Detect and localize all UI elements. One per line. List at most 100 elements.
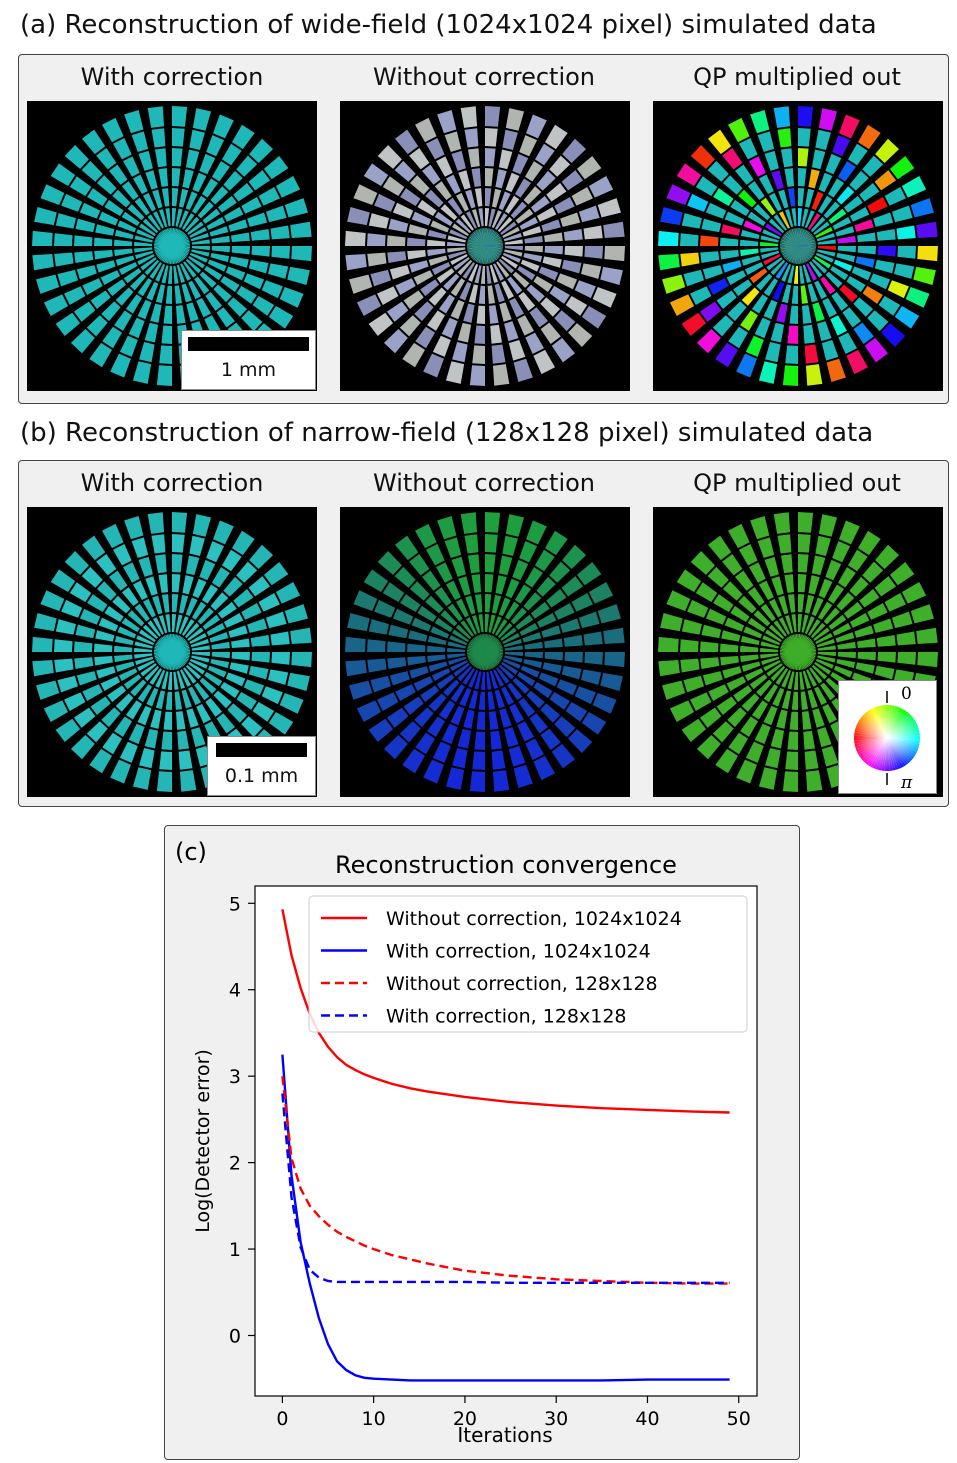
star-segment <box>798 554 809 573</box>
star-segment <box>441 317 458 339</box>
star-segment <box>798 188 805 207</box>
star-segment <box>798 512 814 533</box>
star-segment <box>427 635 447 646</box>
star-segment <box>495 575 507 595</box>
star-segment <box>151 128 166 148</box>
star-segment <box>764 150 779 171</box>
star-segment <box>811 664 828 680</box>
star-segment <box>761 656 780 665</box>
star-segment <box>32 636 53 652</box>
star-segment <box>54 252 74 267</box>
star-segment <box>403 290 424 309</box>
star-segment <box>740 635 760 646</box>
star-spoke <box>171 649 190 653</box>
star-segment <box>768 624 785 640</box>
star-segment <box>535 143 555 166</box>
star-segment <box>536 207 557 222</box>
star-segment <box>517 672 536 687</box>
star-segment <box>493 263 504 281</box>
star-segment <box>524 235 543 244</box>
star-segment <box>838 567 856 588</box>
star-segment <box>562 544 587 569</box>
star-segment <box>453 257 470 271</box>
star-segment <box>490 730 503 750</box>
star-segment <box>867 310 889 332</box>
star-segment <box>813 627 830 641</box>
legend-box <box>308 895 748 1033</box>
star-segment <box>114 654 133 663</box>
star-segment <box>563 634 583 647</box>
star-segment <box>765 748 781 769</box>
star-segment <box>191 645 210 651</box>
star-segment <box>271 246 290 259</box>
star-segment <box>749 674 768 690</box>
star-segment <box>811 597 824 617</box>
star-segment <box>744 668 764 681</box>
star-segment <box>407 655 426 666</box>
star-segment <box>526 114 547 139</box>
star-segment <box>821 745 839 767</box>
star-segment <box>110 759 131 784</box>
star-segment <box>807 283 818 303</box>
star-segment <box>142 218 159 234</box>
star-segment <box>818 578 833 599</box>
star-segment <box>172 148 183 167</box>
star-segment <box>150 709 162 729</box>
star-segment <box>177 730 190 750</box>
star-segment <box>554 310 576 332</box>
star-segment <box>82 129 106 155</box>
star-segment <box>472 615 481 634</box>
star-segment <box>722 260 742 273</box>
star-segment <box>133 174 148 195</box>
star-segment <box>185 191 198 211</box>
star-segment <box>512 559 529 581</box>
star-segment <box>247 212 268 227</box>
legend-label-1: Without correction, 1024x1024 <box>386 908 682 930</box>
star-segment <box>747 587 765 607</box>
col-label-qp-multiplied: QP multiplied out <box>693 63 901 91</box>
star-segment <box>491 616 502 635</box>
star-segment <box>211 641 230 650</box>
star-segment <box>57 269 79 287</box>
star-segment <box>137 684 152 703</box>
star-segment <box>480 265 485 284</box>
star-segment <box>837 246 856 253</box>
star-segment <box>172 574 181 593</box>
star-segment <box>913 266 936 286</box>
star-segment <box>486 671 492 690</box>
star-segment <box>707 566 729 588</box>
star-segment <box>804 750 819 770</box>
col-label-without-correction: Without correction <box>372 63 596 91</box>
star-segment <box>544 638 563 649</box>
star-segment <box>802 670 811 689</box>
star-segment <box>762 635 781 646</box>
star-segment <box>291 246 312 262</box>
star-segment <box>409 581 430 601</box>
star-segment <box>554 197 575 214</box>
star-segment <box>835 632 855 643</box>
star-segment <box>185 149 200 170</box>
star-segment <box>205 291 223 311</box>
star-segment <box>172 188 179 207</box>
y-tick-label: 2 <box>229 1153 241 1175</box>
star-segment <box>241 603 262 620</box>
star-segment <box>565 296 588 316</box>
image-a-without-correction <box>340 101 630 391</box>
star-segment <box>726 270 747 285</box>
star-segment <box>770 728 785 749</box>
star-segment <box>876 228 896 241</box>
star-segment <box>250 634 270 647</box>
star-segment <box>738 595 757 614</box>
star-segment <box>437 516 457 540</box>
star-segment <box>519 135 538 157</box>
star-segment <box>127 204 145 221</box>
star-segment <box>785 345 798 364</box>
star-segment <box>96 260 116 273</box>
star-segment <box>261 686 283 705</box>
star-segment <box>832 217 852 230</box>
y-tick-label: 3 <box>229 1066 241 1088</box>
star-segment <box>822 297 837 318</box>
star-segment <box>413 270 434 285</box>
star-segment <box>110 353 131 378</box>
star-segment <box>107 279 127 297</box>
